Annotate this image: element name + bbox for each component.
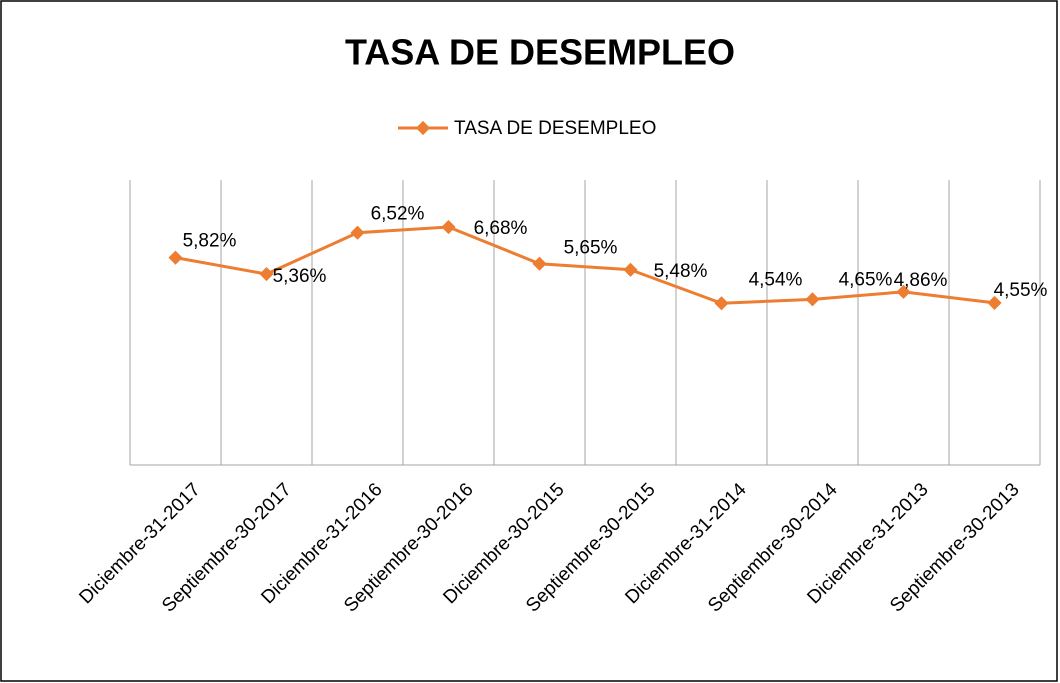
point-marker [714, 296, 729, 311]
point-marker [896, 284, 911, 299]
point-marker [805, 292, 820, 307]
data-label: 4,86% [894, 270, 948, 291]
data-label: 6,68% [474, 218, 528, 239]
legend-marker [415, 120, 431, 136]
point-marker [987, 295, 1002, 310]
point-marker [532, 256, 547, 271]
data-label: 6,52% [371, 204, 425, 225]
point-marker [350, 225, 365, 240]
data-label: 5,82% [183, 231, 237, 252]
data-label: 4,54% [749, 269, 803, 290]
data-label: 5,65% [564, 238, 618, 259]
point-marker [259, 266, 274, 282]
data-label: 5,48% [654, 261, 708, 282]
data-label: 5,36% [273, 266, 327, 287]
point-marker [623, 262, 638, 277]
point-marker [168, 250, 183, 265]
point-marker [441, 219, 456, 235]
chart-title: TASA DE DESEMPLEO [345, 32, 735, 73]
data-label: 4,55% [994, 280, 1048, 301]
legend-label: TASA DE DESEMPLEO [454, 118, 656, 139]
line [175, 225, 995, 305]
data-label: 4,65% [839, 269, 893, 290]
